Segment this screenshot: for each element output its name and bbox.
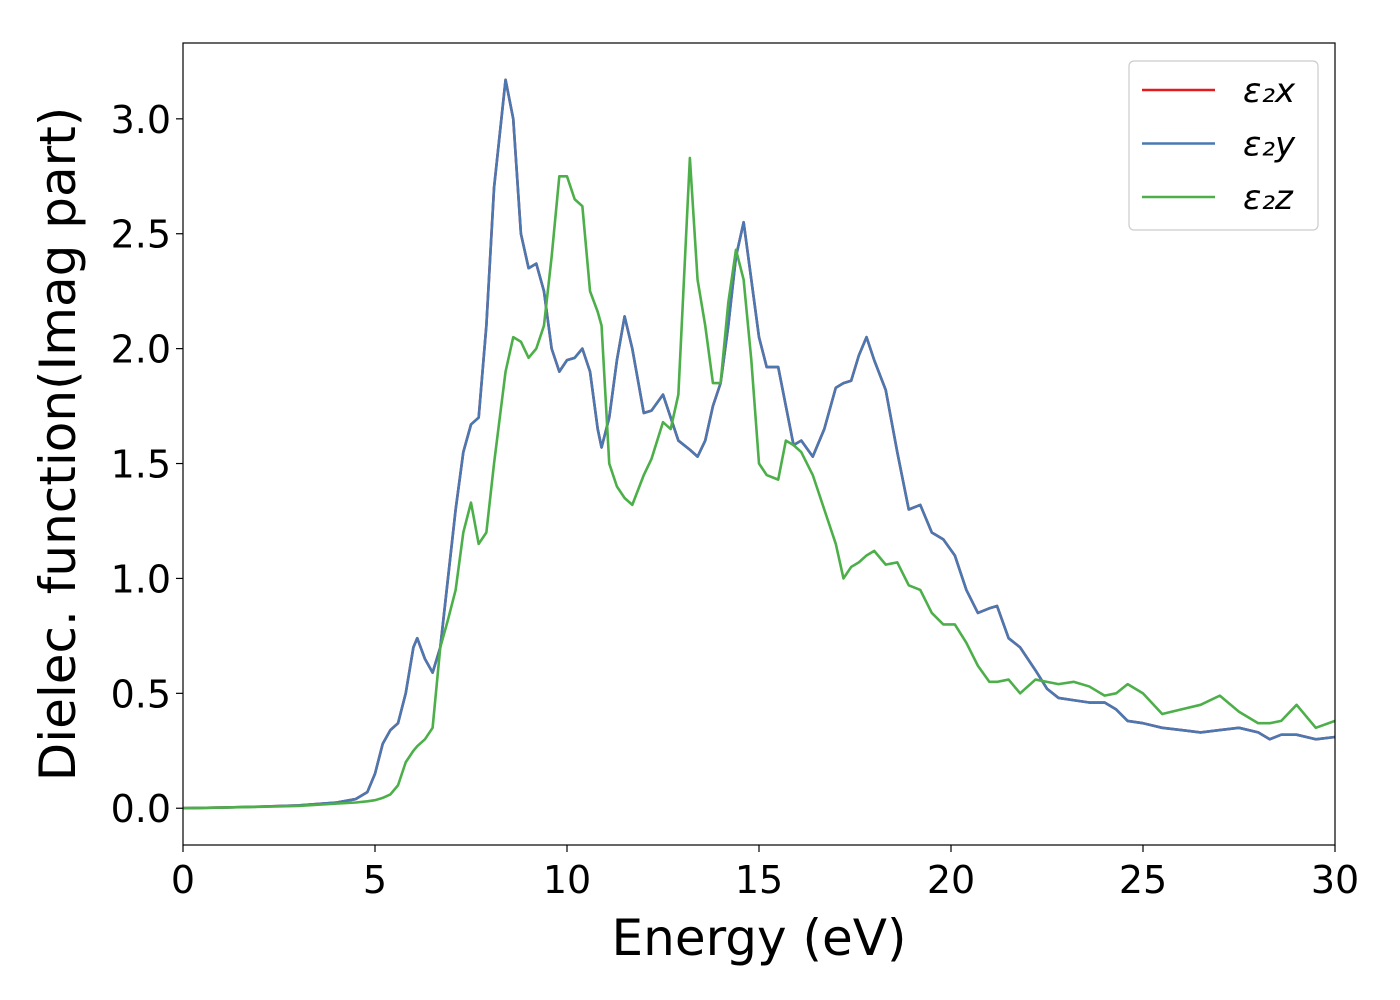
legend-box [1128, 60, 1319, 231]
y-axis-label: Dielec. function(Imag part) [29, 107, 87, 782]
x-axis-label: Energy (eV) [612, 909, 907, 967]
legend-label: ε₂z [1243, 178, 1294, 218]
legend-label: ε₂x [1243, 71, 1296, 111]
y-tick-label: 3.0 [111, 98, 171, 142]
y-tick-label: 2.0 [111, 328, 171, 372]
x-tick-label: 15 [735, 858, 783, 902]
y-tick-label: 0.0 [111, 787, 171, 831]
x-tick-label: 10 [543, 858, 591, 902]
y-tick-label: 2.5 [111, 213, 171, 257]
y-tick-label: 1.0 [111, 557, 171, 601]
y-tick-label: 1.5 [111, 443, 171, 487]
y-tick-label: 0.5 [111, 672, 171, 716]
legend-label: ε₂y [1243, 125, 1296, 165]
x-tick-label: 0 [171, 858, 195, 902]
series-line [182, 156, 1336, 810]
x-tick-label: 5 [363, 858, 387, 902]
plot-frame [182, 42, 1336, 846]
x-tick-label: 30 [1311, 858, 1359, 902]
x-tick-label: 25 [1119, 858, 1167, 902]
x-tick-label: 20 [927, 858, 975, 902]
